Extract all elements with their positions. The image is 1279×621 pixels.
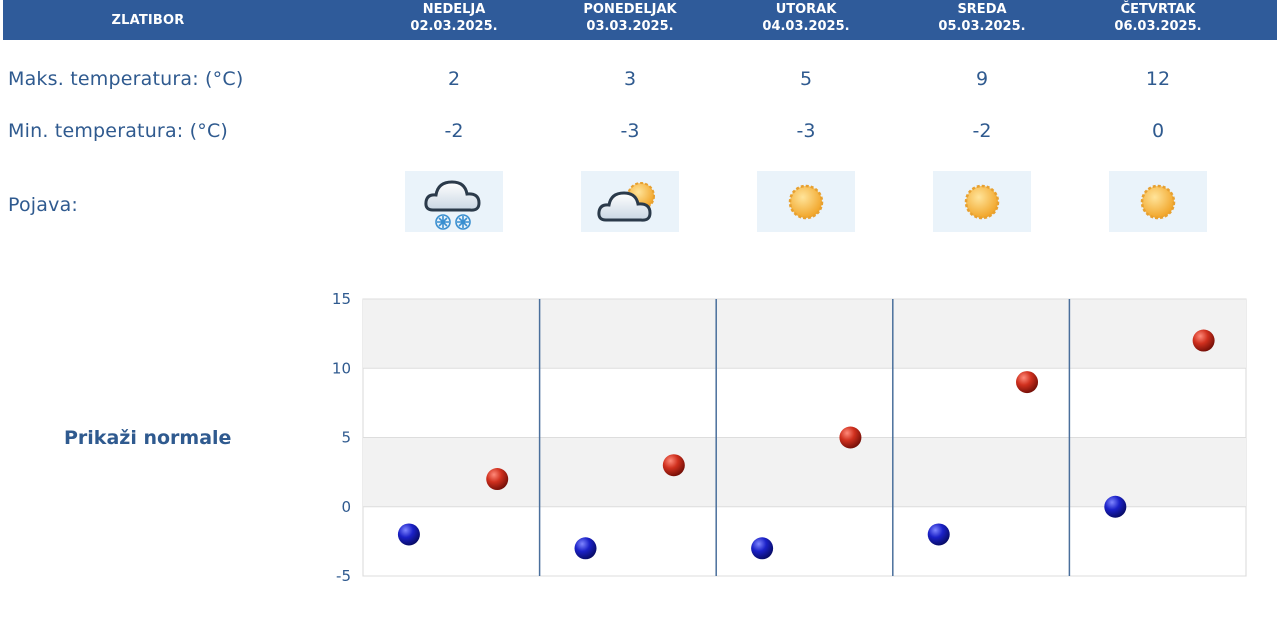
weather-icon-day-5: [1109, 171, 1207, 232]
phenomenon-label: Pojava:: [8, 194, 79, 216]
max-temp-value: 2: [447, 68, 461, 90]
min-temp-point: [574, 537, 597, 560]
min-temp-value: -2: [444, 120, 464, 142]
max-temp-label: Maks. temperatura: (°C): [8, 68, 244, 90]
sun-icon: [964, 184, 1000, 219]
min-temp-point: [1104, 495, 1127, 518]
plot-band: [363, 299, 1246, 369]
day-name: NEDELJA: [422, 2, 486, 17]
sun-icon: [1140, 184, 1176, 219]
min-temp-label: Min. temperatura: (°C): [8, 120, 229, 142]
show-normals-link[interactable]: Prikaži normale: [64, 427, 232, 449]
day-date: 05.03.2025.: [938, 19, 1026, 34]
weather-icon-day-1: [405, 171, 503, 232]
weather-icon-day-2: [581, 171, 679, 232]
max-temp-point: [839, 426, 862, 449]
min-temp-point: [927, 523, 950, 546]
day-name: SREDA: [957, 2, 1007, 17]
max-temp-value: 3: [623, 68, 637, 90]
min-temp-point: [751, 537, 774, 560]
max-temp-point: [662, 454, 685, 477]
partly-cloudy-icon: [597, 181, 655, 222]
day-header-5: ČETVRTAK 06.03.2025.: [1073, 1, 1243, 35]
forecast-header: ZLATIBOR NEDELJA 02.03.2025. PONEDELJAK …: [3, 0, 1277, 40]
max-temp-value: 9: [975, 68, 989, 90]
snow-cloud-icon: [424, 179, 481, 230]
y-tick-label: 10: [332, 359, 351, 377]
day-name: UTORAK: [775, 2, 837, 17]
weather-icon-day-3: [757, 171, 855, 232]
min-temp-value: -2: [972, 120, 992, 142]
day-date: 04.03.2025.: [762, 19, 850, 34]
y-tick-label: -5: [336, 567, 351, 585]
max-temp-value: 5: [799, 68, 813, 90]
max-temp-point: [1016, 371, 1039, 394]
day-name: ČETVRTAK: [1120, 2, 1196, 17]
station-name: ZLATIBOR: [111, 12, 185, 28]
max-temp-point: [1192, 329, 1215, 352]
y-tick-label: 15: [332, 290, 351, 308]
max-temp-point: [486, 468, 509, 491]
y-tick-label: 0: [341, 498, 351, 516]
y-tick-label: 5: [341, 429, 351, 447]
min-temp-value: 0: [1151, 120, 1165, 142]
day-header-1: NEDELJA 02.03.2025.: [369, 1, 539, 35]
day-header-3: UTORAK 04.03.2025.: [721, 1, 891, 35]
day-header-2: PONEDELJAK 03.03.2025.: [545, 1, 715, 35]
weather-icon-day-4: [933, 171, 1031, 232]
min-temp-value: -3: [796, 120, 816, 142]
plot-band: [363, 437, 1246, 507]
min-temp-value: -3: [620, 120, 640, 142]
max-temp-value: 12: [1145, 68, 1171, 90]
min-temp-point: [397, 523, 420, 546]
day-name: PONEDELJAK: [583, 2, 677, 17]
day-date: 02.03.2025.: [410, 19, 498, 34]
sun-icon: [788, 184, 824, 219]
day-header-4: SREDA 05.03.2025.: [897, 1, 1067, 35]
day-date: 03.03.2025.: [586, 19, 674, 34]
day-date: 06.03.2025.: [1114, 19, 1202, 34]
